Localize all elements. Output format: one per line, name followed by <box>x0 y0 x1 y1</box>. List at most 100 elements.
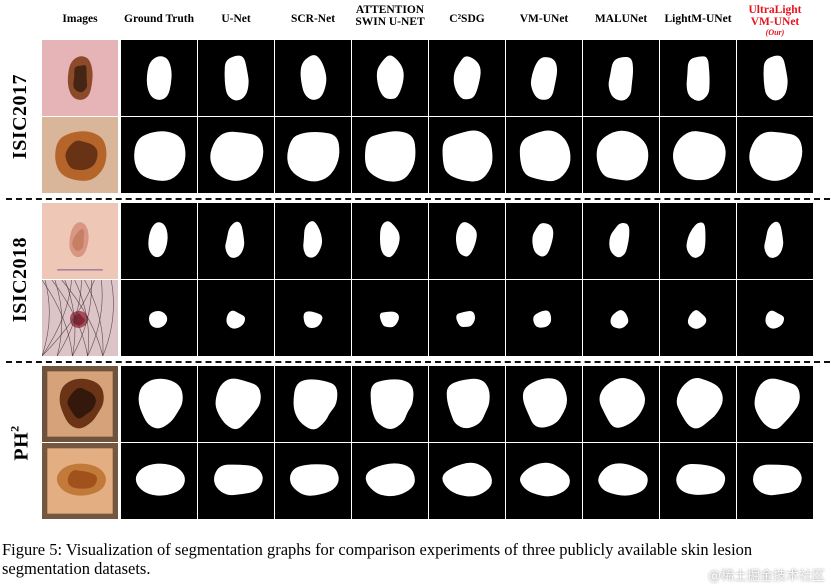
dataset-label-text: ISIC2018 <box>10 237 33 322</box>
mask-graphic <box>532 223 554 257</box>
mask-graphic <box>522 378 567 428</box>
lesion-mask-shape <box>753 464 802 496</box>
lesion-mask-shape <box>376 55 404 100</box>
column-heading: LightM-UNet <box>659 4 737 40</box>
mask-graphic <box>599 378 645 428</box>
mask-graphic <box>224 55 249 101</box>
column-heading: SCR-Net <box>274 4 352 40</box>
lesion-mask-shape <box>210 131 264 181</box>
predicted-mask <box>506 443 582 519</box>
lesion-mask-shape <box>530 57 558 100</box>
column-heading: UltraLight VM-UNet (Our) <box>736 4 814 40</box>
lesion-mask-shape <box>455 222 477 257</box>
dermoscopy-image <box>42 203 118 279</box>
lesion-mask-shape <box>442 462 492 497</box>
hair-stroke <box>56 280 82 356</box>
predicted-mask <box>506 40 582 116</box>
ground-truth-mask <box>121 366 197 442</box>
mask-graphic <box>598 463 648 496</box>
column-heading: C²SDG <box>428 4 506 40</box>
predicted-mask <box>429 117 505 193</box>
lesion-mask-shape <box>608 57 634 101</box>
column-heading-line: VM-UNet <box>750 16 800 28</box>
column-heading-line: ATTENTION <box>355 4 425 16</box>
lesion-mask-shape <box>599 378 645 428</box>
lesion-mask-shape <box>225 221 245 258</box>
ground-truth-mask <box>121 280 197 356</box>
hair-stroke <box>42 280 50 356</box>
dataset-name: ISIC2018 <box>9 236 32 323</box>
lesion-mask-shape <box>532 223 554 257</box>
lesion-mask-shape <box>764 221 784 258</box>
predicted-mask <box>737 280 813 356</box>
mask-graphic <box>303 311 323 328</box>
mask-graphic <box>765 310 785 329</box>
dermoscopy-image-graphic <box>42 443 118 519</box>
lesion-mask-shape <box>672 131 726 181</box>
column-heading-line: C²SDG <box>449 13 485 25</box>
column-heading: ATTENTION SWIN U-NET <box>351 4 429 40</box>
lesion-core <box>67 470 98 489</box>
column-heading-line: VM-UNet <box>519 13 569 25</box>
lesion-mask-shape <box>226 310 246 329</box>
lesion-mask-shape <box>754 378 800 430</box>
predicted-mask <box>275 443 351 519</box>
predicted-mask <box>429 203 505 279</box>
mask-graphic <box>303 221 323 258</box>
mask-graphic <box>519 130 571 182</box>
predicted-mask <box>660 443 736 519</box>
column-heading-line: Ground Truth <box>124 13 194 25</box>
lesion-core <box>73 313 85 326</box>
mask-graphic <box>764 221 784 258</box>
mask-graphic <box>530 57 558 100</box>
mask-graphic <box>596 130 649 181</box>
predicted-mask <box>352 203 428 279</box>
predicted-mask <box>352 40 428 116</box>
hair-stroke <box>74 280 89 356</box>
mask-graphic <box>379 311 400 328</box>
dermoscopy-image <box>42 366 118 442</box>
mask-graphic <box>687 310 707 329</box>
lesion-mask-shape <box>520 462 570 497</box>
predicted-mask <box>429 366 505 442</box>
predicted-mask <box>352 443 428 519</box>
column-heading-line: LightM-UNet <box>664 13 732 25</box>
mask-graphic <box>608 57 634 101</box>
predicted-mask <box>737 40 813 116</box>
mask-graphic <box>215 378 261 430</box>
predicted-mask <box>660 203 736 279</box>
lesion-mask-shape <box>522 378 567 428</box>
lesion-mask-shape <box>370 379 414 429</box>
dataset-divider <box>6 361 830 363</box>
predicted-mask <box>583 280 659 356</box>
ground-truth-mask <box>121 443 197 519</box>
lesion-mask-shape <box>610 310 629 329</box>
lesion-mask-shape <box>146 56 172 100</box>
dermoscopy-image <box>42 117 118 193</box>
predicted-mask <box>506 366 582 442</box>
mask-graphic <box>214 464 263 496</box>
column-heading-line: U-Net <box>221 13 251 25</box>
lesion-mask-shape <box>303 311 323 328</box>
predicted-mask <box>506 203 582 279</box>
column-heading-line: Images <box>62 13 98 25</box>
lesion-mask-shape <box>446 378 490 429</box>
lesion-mask-shape <box>533 310 552 328</box>
mask-graphic <box>686 222 706 258</box>
ground-truth-mask <box>121 117 197 193</box>
dermoscopy-image <box>42 280 118 356</box>
mask-graphic <box>446 378 490 429</box>
dataset-superscript: 2 <box>8 424 22 432</box>
predicted-mask <box>583 117 659 193</box>
lesion-mask-shape <box>519 130 571 182</box>
predicted-mask <box>429 40 505 116</box>
hair-stroke <box>87 280 103 356</box>
predicted-mask <box>275 40 351 116</box>
figure-caption: Figure 5: Visualization of segmentation … <box>2 540 753 578</box>
predicted-mask <box>506 280 582 356</box>
predicted-mask <box>275 203 351 279</box>
lesion-mask-shape <box>380 221 400 258</box>
mask-graphic <box>148 222 168 258</box>
dataset-divider <box>6 198 830 200</box>
dataset-label: ISIC2018 <box>8 203 34 356</box>
